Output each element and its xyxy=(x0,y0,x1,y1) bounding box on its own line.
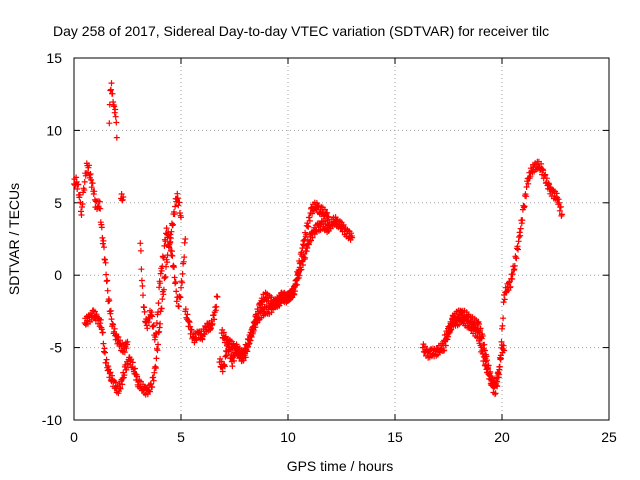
plus-markers xyxy=(218,199,332,362)
series-B xyxy=(81,190,184,398)
x-tick-label: 25 xyxy=(601,429,617,445)
y-axis-label: SDTVAR / TECUs xyxy=(6,183,22,295)
plus-markers xyxy=(71,160,131,356)
y-tick-label: 0 xyxy=(54,267,62,283)
data-markers xyxy=(71,80,565,398)
plus-markers xyxy=(137,225,189,343)
y-tick-labels: -10 -5 0 5 10 15 xyxy=(42,50,62,428)
series-I xyxy=(441,158,565,390)
plus-markers xyxy=(441,158,565,390)
grid-lines xyxy=(74,58,609,420)
plus-markers xyxy=(81,190,184,398)
plot-frame xyxy=(73,57,610,421)
x-tick-labels: 0 5 10 15 20 25 xyxy=(70,429,617,445)
plus-markers xyxy=(106,80,120,141)
chart-title: Day 258 of 2017, Sidereal Day-to-day VTE… xyxy=(53,23,549,39)
y-tick-label: 15 xyxy=(46,50,62,66)
series-A xyxy=(71,160,131,356)
y-tick-label: 5 xyxy=(54,195,62,211)
y-tick-label: -5 xyxy=(50,340,63,356)
y-tick-label: 10 xyxy=(46,122,62,138)
x-tick-label: 20 xyxy=(494,429,510,445)
x-tick-label: 0 xyxy=(70,429,78,445)
y-tick-label: -10 xyxy=(42,412,62,428)
plus-markers xyxy=(182,293,221,346)
series-C2 xyxy=(118,191,127,204)
series-D xyxy=(137,225,189,343)
series-E xyxy=(182,293,221,346)
x-tick-label: 15 xyxy=(387,429,403,445)
series-C xyxy=(106,80,120,141)
x-tick-label: 10 xyxy=(280,429,296,445)
x-tick-label: 5 xyxy=(177,429,185,445)
series-G xyxy=(218,199,332,362)
plus-markers xyxy=(118,191,127,204)
x-axis-label: GPS time / hours xyxy=(287,458,394,474)
